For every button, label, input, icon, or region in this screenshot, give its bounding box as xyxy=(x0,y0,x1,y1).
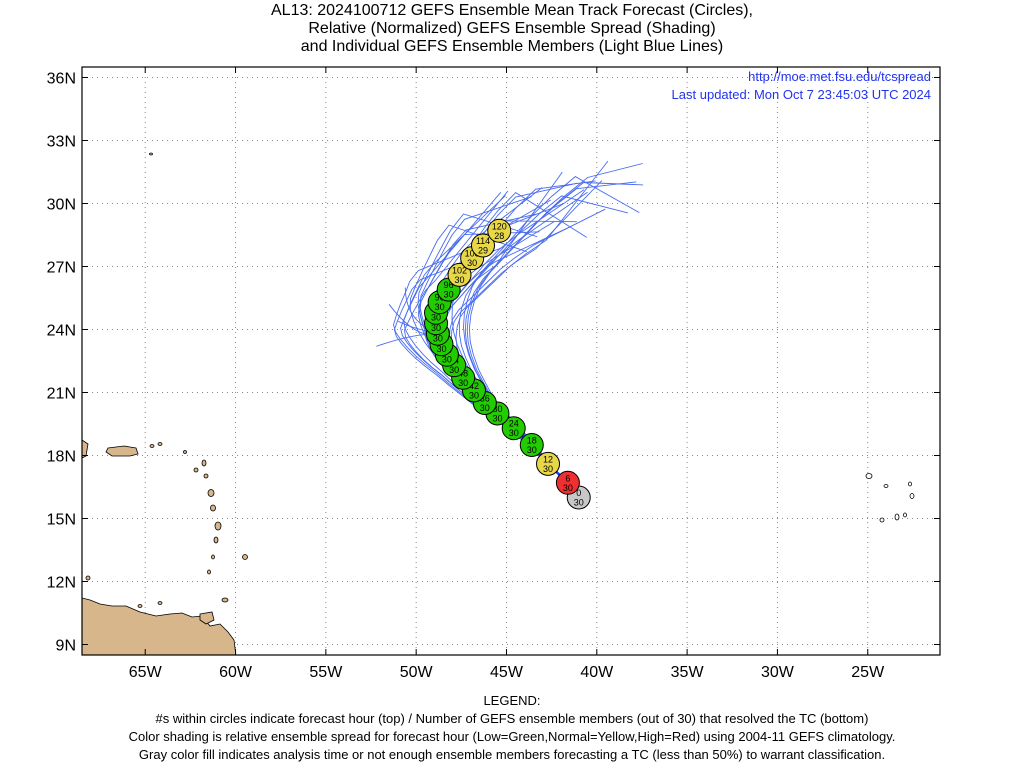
legend-line-3: Gray color fill indicates analysis time … xyxy=(138,747,886,762)
forecast-hour-label: 48 xyxy=(458,368,468,378)
source-url[interactable]: http://moe.met.fsu.edu/tcspread xyxy=(748,69,931,84)
member-count-label: 30 xyxy=(436,344,446,354)
lon-label: 25W xyxy=(851,664,885,681)
forecast-hour-label: 90 xyxy=(435,293,445,303)
lat-label: 9N xyxy=(56,638,76,655)
member-count-label: 30 xyxy=(563,483,573,493)
forecast-hour-label: 12 xyxy=(543,454,553,464)
lat-label: 33N xyxy=(47,134,76,151)
lon-label: 45W xyxy=(490,664,524,681)
plot-frame xyxy=(81,66,941,656)
member-count-label: 30 xyxy=(480,403,490,413)
lon-label: 60W xyxy=(219,664,253,681)
forecast-hour-label: 120 xyxy=(492,221,507,231)
lat-label: 18N xyxy=(47,449,76,466)
last-updated: Last updated: Mon Oct 7 23:45:03 UTC 202… xyxy=(671,87,931,102)
forecast-hour-label: 18 xyxy=(527,436,537,446)
forecast-point: 630 xyxy=(555,470,580,495)
member-count-label: 30 xyxy=(444,290,454,300)
member-count-label: 30 xyxy=(492,414,502,424)
member-count-label: 29 xyxy=(478,246,488,256)
member-count-label: 30 xyxy=(433,334,443,344)
axis-ticks: 36N 33N 30N 27N 24N 21N 18N 15N 12N 9N 65W 60W 55W 50… xyxy=(47,67,940,681)
lon-label: 35W xyxy=(671,664,705,681)
forecast-circle xyxy=(536,451,561,476)
member-count-label: 30 xyxy=(469,390,479,400)
ensemble-member-track xyxy=(463,176,640,498)
lat-label: 36N xyxy=(47,71,76,88)
lat-label: 12N xyxy=(47,575,76,592)
forecast-hour-label: 36 xyxy=(480,394,490,404)
forecast-circle xyxy=(555,470,580,495)
land-cape-verde xyxy=(865,473,915,523)
land-puerto-rico xyxy=(105,445,139,457)
member-count-label: 30 xyxy=(455,275,465,285)
member-count-label: 28 xyxy=(494,231,504,241)
forecast-circle xyxy=(471,233,496,258)
lat-label: 21N xyxy=(47,386,76,403)
lat-label: 30N xyxy=(47,197,76,214)
forecast-circle xyxy=(519,433,544,457)
forecast-hour-label: 30 xyxy=(492,404,502,414)
forecast-hour-label: 42 xyxy=(469,381,479,391)
lon-label: 40W xyxy=(580,664,614,681)
forecast-hour-label: 108 xyxy=(465,249,480,259)
land-south-america xyxy=(82,597,237,655)
forecast-hour-label: 114 xyxy=(476,236,490,246)
member-count-label: 30 xyxy=(527,445,537,455)
member-count-label: 30 xyxy=(458,378,468,388)
member-count-label: 30 xyxy=(431,313,441,323)
forecast-hour-label: 96 xyxy=(444,280,454,290)
member-count-label: 30 xyxy=(435,302,445,312)
forecast-hour-label: 102 xyxy=(452,265,467,275)
lat-label: 27N xyxy=(47,260,76,277)
legend-heading: LEGEND: xyxy=(483,693,541,708)
land-trinidad xyxy=(199,611,215,625)
lat-label: 15N xyxy=(47,512,76,529)
forecast-circle xyxy=(501,416,526,441)
lon-label: 30W xyxy=(761,664,795,681)
forecast-hour-label: 0 xyxy=(576,488,581,498)
member-count-label: 30 xyxy=(467,258,477,268)
forecast-hour-label: 24 xyxy=(509,419,519,429)
lat-label: 24N xyxy=(47,323,76,340)
title-line-1: AL13: 2024100712 GEFS Ensemble Mean Trac… xyxy=(271,2,753,19)
map-gridlines xyxy=(82,67,940,655)
forecast-circle xyxy=(447,262,472,287)
member-count-label: 30 xyxy=(509,428,519,438)
member-count-label: 30 xyxy=(442,355,452,365)
member-count-label: 30 xyxy=(449,365,459,375)
member-count-label: 30 xyxy=(543,464,553,474)
title-line-3: and Individual GEFS Ensemble Members (Li… xyxy=(300,38,724,55)
lon-label: 50W xyxy=(400,664,434,681)
forecast-circle xyxy=(487,218,512,243)
forecast-hour-label: 6 xyxy=(565,473,570,483)
title-line-2: Relative (Normalized) GEFS Ensemble Spre… xyxy=(308,20,716,37)
lon-label: 55W xyxy=(309,664,343,681)
land-lesser-antilles xyxy=(85,152,248,608)
mean-track-circles: 0306301230183024303030363042304830543060… xyxy=(424,218,591,510)
member-count-label: 30 xyxy=(574,498,584,508)
lon-label: 65W xyxy=(129,664,163,681)
land-masses xyxy=(82,152,915,655)
member-count-label: 30 xyxy=(431,323,441,333)
ensemble-member-track xyxy=(400,192,580,498)
legend-line-2: Color shading is relative ensemble sprea… xyxy=(128,729,896,744)
legend-line-1: #s within circles indicate forecast hour… xyxy=(155,711,869,726)
